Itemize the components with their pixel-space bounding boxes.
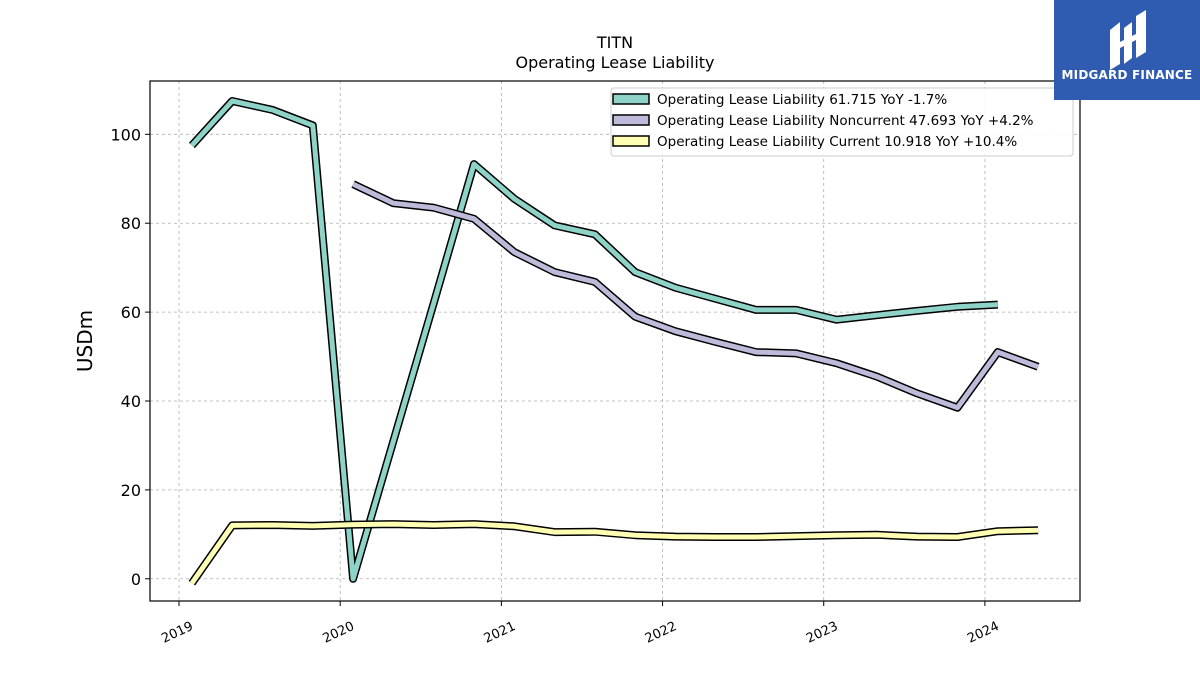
y-axis-label: USDm: [73, 310, 97, 372]
x-ticks: 2019 2020 2021 2022 2023 2024: [159, 601, 1002, 647]
legend-box: [610, 87, 1074, 157]
series-lines: [188, 97, 1040, 586]
legend-label: Operating Lease Liability Current 10.918…: [657, 134, 1017, 150]
y-tick-label: 20: [121, 481, 141, 500]
series-2: [188, 520, 1039, 586]
x-tick-label: 2024: [965, 619, 1001, 647]
series-0: [188, 97, 999, 583]
x-tick-label: 2022: [643, 619, 679, 647]
chart-subtitle: Operating Lease Liability: [515, 53, 714, 72]
series-1: [351, 180, 1040, 412]
plot-frame: [149, 80, 1081, 602]
chart-title: TITN: [596, 33, 633, 52]
y-ticks: 0 20 40 60 80 100: [110, 125, 150, 589]
series-line-outline: [188, 97, 999, 583]
legend-entry: Operating Lease Liability Noncurrent 47.…: [612, 113, 1034, 129]
x-tick-label: 2023: [804, 619, 840, 647]
legend: Operating Lease Liability 61.715 YoY -1.…: [610, 87, 1074, 157]
logo-text: MIDGARD FINANCE: [1061, 68, 1193, 82]
legend-label: Operating Lease Liability Noncurrent 47.…: [657, 113, 1034, 129]
y-tick-label: 60: [121, 303, 141, 322]
x-tick-label: 2020: [321, 619, 357, 647]
series-line: [190, 98, 998, 582]
legend-entry: Operating Lease Liability Current 10.918…: [612, 134, 1017, 150]
series-line: [189, 521, 1039, 585]
series-line: [352, 181, 1039, 411]
x-tick-label: 2019: [159, 619, 195, 647]
y-tick-label: 0: [131, 570, 141, 589]
x-tick-label: 2021: [482, 619, 518, 647]
midgard-logo-icon: [1110, 10, 1146, 70]
legend-swatch: [612, 93, 650, 105]
y-tick-label: 100: [110, 125, 141, 144]
brand-logo: MIDGARD FINANCE: [1054, 0, 1200, 100]
y-tick-label: 80: [121, 214, 141, 233]
legend-label: Operating Lease Liability 61.715 YoY -1.…: [657, 92, 947, 108]
legend-entry: Operating Lease Liability 61.715 YoY -1.…: [612, 92, 947, 108]
legend-swatch: [612, 114, 650, 126]
y-tick-label: 40: [121, 392, 141, 411]
legend-swatch: [612, 135, 650, 147]
